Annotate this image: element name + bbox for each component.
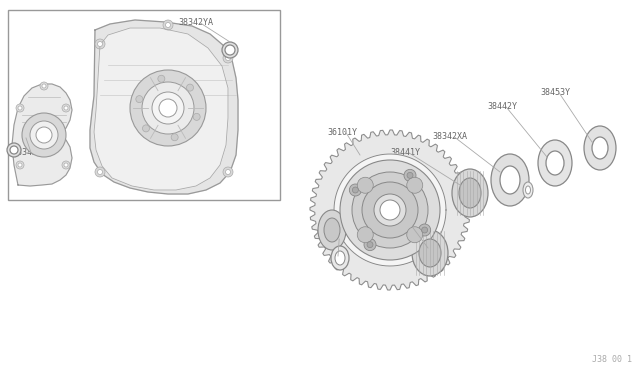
Text: 38342YA: 38342YA [178,18,213,27]
Circle shape [142,82,194,134]
Circle shape [340,160,440,260]
Ellipse shape [500,166,520,194]
Text: 38441Y: 38441Y [390,148,420,157]
Text: 38342Y: 38342Y [12,148,42,157]
Circle shape [95,39,105,49]
Polygon shape [310,130,470,290]
Ellipse shape [592,137,608,159]
Polygon shape [90,20,238,194]
Circle shape [186,84,193,91]
Circle shape [152,92,184,124]
Text: 38453Y: 38453Y [540,88,570,97]
Circle shape [362,182,418,238]
Circle shape [223,53,233,63]
Text: 38342XA: 38342XA [432,132,467,141]
Circle shape [163,20,173,30]
Ellipse shape [546,151,564,175]
Circle shape [18,163,22,167]
Circle shape [22,113,66,157]
Ellipse shape [412,230,448,276]
Circle shape [193,113,200,121]
Circle shape [419,224,431,236]
Ellipse shape [7,143,21,157]
Circle shape [407,172,413,178]
Circle shape [143,125,150,132]
Circle shape [42,84,46,88]
Text: 38442Y: 38442Y [487,102,517,111]
Text: J38 00 1: J38 00 1 [592,355,632,364]
Circle shape [357,177,373,193]
Polygon shape [12,84,72,186]
Circle shape [367,242,373,248]
Ellipse shape [459,178,481,208]
Ellipse shape [525,186,531,194]
Circle shape [16,161,24,169]
Ellipse shape [225,45,235,55]
Circle shape [225,55,230,61]
Text: 38441YA: 38441YA [390,222,425,231]
Ellipse shape [318,210,346,250]
Circle shape [16,104,24,112]
Ellipse shape [523,182,533,198]
Circle shape [95,167,105,177]
Ellipse shape [222,42,238,58]
Circle shape [97,42,102,46]
Text: 38342X: 38342X [320,234,350,243]
Ellipse shape [331,246,349,270]
Bar [8,10,280,200]
Circle shape [62,104,70,112]
Ellipse shape [419,239,441,267]
Circle shape [64,106,68,110]
Ellipse shape [491,154,529,206]
Circle shape [30,121,58,149]
Circle shape [130,70,206,146]
Circle shape [166,22,170,28]
Circle shape [136,96,143,103]
Circle shape [159,99,177,117]
Ellipse shape [10,146,18,154]
Circle shape [352,172,428,248]
Circle shape [357,227,373,243]
Circle shape [349,184,362,196]
Circle shape [407,177,423,193]
Circle shape [422,227,428,233]
Circle shape [158,75,165,82]
Text: 36101Y: 36101Y [327,128,357,137]
Circle shape [353,187,358,193]
Circle shape [380,200,400,220]
Circle shape [97,170,102,174]
Circle shape [64,163,68,167]
Ellipse shape [538,140,572,186]
Ellipse shape [584,126,616,170]
Ellipse shape [324,218,340,242]
Circle shape [407,227,423,243]
Polygon shape [94,28,228,190]
Circle shape [223,167,233,177]
Circle shape [40,82,48,90]
Ellipse shape [452,169,488,217]
Ellipse shape [335,251,345,265]
Polygon shape [334,154,446,266]
Circle shape [225,170,230,174]
Circle shape [36,127,52,143]
Circle shape [18,106,22,110]
Circle shape [62,161,70,169]
Circle shape [404,169,416,182]
Circle shape [374,194,406,226]
Circle shape [171,134,178,141]
Circle shape [364,239,376,251]
